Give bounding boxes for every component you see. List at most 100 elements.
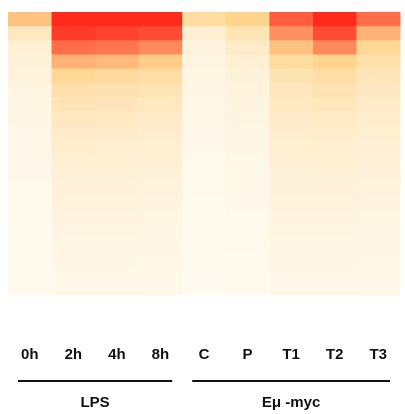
heatmap-cell xyxy=(138,224,183,239)
heatmap-cell xyxy=(51,224,96,239)
heatmap-cell xyxy=(356,40,401,55)
heatmap-cell xyxy=(312,210,357,225)
heatmap-cell xyxy=(51,252,96,268)
heatmap-cell xyxy=(356,26,401,41)
heatmap-cell xyxy=(51,266,96,282)
heatmap-cell xyxy=(182,26,227,41)
heatmap-cell xyxy=(269,167,314,183)
heatmap-cell xyxy=(225,280,270,296)
heatmap-cell xyxy=(225,139,270,154)
heatmap-cell xyxy=(269,111,314,126)
heatmap-cell xyxy=(51,111,96,126)
heatmap-cell xyxy=(269,139,314,154)
heatmap-cell xyxy=(312,224,357,239)
heatmap-cell xyxy=(95,210,140,225)
heatmap-cell xyxy=(269,280,314,296)
heatmap-cell xyxy=(138,54,183,70)
heatmap-cell xyxy=(312,167,357,183)
heatmap-cell xyxy=(356,266,401,282)
heatmap-cell xyxy=(356,167,401,183)
heatmap-cell xyxy=(95,224,140,239)
heatmap-cell xyxy=(138,167,183,183)
heatmap-cell xyxy=(225,224,270,239)
heatmap-cell xyxy=(138,139,183,154)
heatmap-cell xyxy=(95,266,140,282)
heatmap-cell xyxy=(138,153,183,169)
heatmap-cell xyxy=(269,153,314,169)
heatmap-cell xyxy=(138,68,183,84)
heatmap-cell xyxy=(182,195,227,211)
heatmap-cell xyxy=(95,139,140,154)
heatmap-cell xyxy=(225,266,270,282)
heatmap-cell xyxy=(182,153,227,169)
heatmap-cell xyxy=(8,280,53,296)
column-label: 4h xyxy=(108,346,126,363)
heatmap-cell xyxy=(95,195,140,211)
heatmap-cell xyxy=(356,195,401,211)
heatmap-cell xyxy=(225,167,270,183)
heatmap-cell xyxy=(269,82,314,98)
heatmap-cell xyxy=(356,181,401,197)
column-label: T3 xyxy=(369,346,387,363)
heatmap-cell xyxy=(8,266,53,282)
heatmap-cell xyxy=(95,252,140,268)
heatmap-cell xyxy=(312,68,357,84)
heatmap-cell xyxy=(225,153,270,169)
heatmap-cell xyxy=(182,12,227,27)
heatmap-cell xyxy=(225,82,270,98)
heatmap-cell xyxy=(356,125,401,140)
heatmap-cell xyxy=(8,111,53,126)
heatmap-cell xyxy=(95,26,140,41)
heatmap-cell xyxy=(95,238,140,254)
heatmap-cell xyxy=(138,252,183,268)
heatmap-cell xyxy=(182,266,227,282)
heatmap-cell xyxy=(95,54,140,70)
heatmap-cell xyxy=(356,210,401,225)
heatmap-cell xyxy=(312,40,357,55)
heatmap-cell xyxy=(312,12,357,27)
heatmap-cell xyxy=(8,181,53,197)
heatmap-cell xyxy=(356,280,401,296)
heatmap-cell xyxy=(269,252,314,268)
heatmap-cell xyxy=(95,111,140,126)
heatmap-cell xyxy=(356,238,401,254)
column-label: C xyxy=(199,346,210,363)
heatmap-cell xyxy=(51,139,96,154)
heatmap-cell xyxy=(225,181,270,197)
heatmap-cell xyxy=(95,96,140,112)
heatmap-cell xyxy=(269,40,314,55)
heatmap-cell xyxy=(138,96,183,112)
column-label: 2h xyxy=(65,346,83,363)
heatmap-cell xyxy=(225,26,270,41)
heatmap-cell xyxy=(8,167,53,183)
heatmap-cell xyxy=(95,40,140,55)
heatmap-cell xyxy=(225,40,270,55)
heatmap-cell xyxy=(8,210,53,225)
heatmap-cell xyxy=(51,210,96,225)
heatmap-cell xyxy=(8,40,53,55)
heatmap-cell xyxy=(356,68,401,84)
heatmap-cell xyxy=(225,68,270,84)
heatmap-cell xyxy=(182,181,227,197)
heatmap-cell xyxy=(182,238,227,254)
heatmap-cell xyxy=(356,139,401,154)
heatmap-cell xyxy=(312,153,357,169)
heatmap-cell xyxy=(8,238,53,254)
heatmap-cell xyxy=(51,195,96,211)
heatmap-cell xyxy=(269,266,314,282)
heatmap-cell xyxy=(182,68,227,84)
heatmap-cell xyxy=(356,111,401,126)
heatmap-cell xyxy=(312,139,357,154)
heatmap-cell xyxy=(8,26,53,41)
heatmap-cell xyxy=(269,54,314,70)
heatmap-cell xyxy=(225,125,270,140)
heatmap-cell xyxy=(312,181,357,197)
heatmap-cell xyxy=(138,26,183,41)
heatmap-cell xyxy=(312,252,357,268)
heatmap-cell xyxy=(269,210,314,225)
group-label: Eμ -myc xyxy=(262,394,320,411)
heatmap-cell xyxy=(8,252,53,268)
heatmap-cell xyxy=(269,68,314,84)
heatmap-cell xyxy=(356,96,401,112)
heatmap-cell xyxy=(182,82,227,98)
